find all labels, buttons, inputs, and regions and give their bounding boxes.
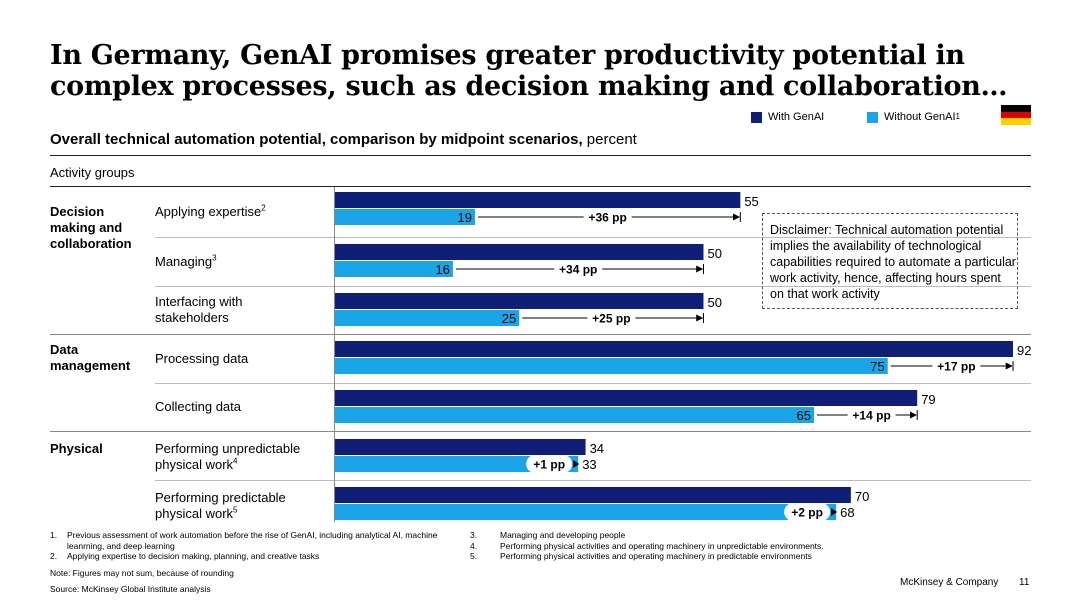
bar-with-genai — [335, 487, 851, 503]
chart-subtitle: Overall technical automation potential, … — [50, 131, 637, 148]
activity-managing: Managing3 — [155, 254, 217, 270]
bar-without-genai — [335, 358, 888, 374]
footnote-number: 3. — [470, 530, 478, 540]
value-label-with: 50 — [707, 246, 721, 261]
difference-label: +2 pp — [791, 506, 823, 520]
activity-predictable-text: Performing predictable physical work — [155, 490, 286, 521]
value-label-with: 92 — [1017, 343, 1031, 358]
footnote-number: 1. — [50, 530, 58, 540]
difference-pill — [583, 208, 632, 226]
legend-swatch-without — [867, 111, 878, 123]
bar-with-genai — [335, 439, 586, 455]
footnote-number: 2. — [50, 551, 58, 561]
header-divider-2 — [50, 186, 1031, 187]
activity-collecting-data: Collecting data — [155, 399, 241, 414]
activity-managing-text: Managing — [155, 254, 213, 269]
legend-with-genai: With GenAI — [751, 111, 824, 123]
difference-pill — [784, 503, 831, 521]
value-label-without: 16 — [435, 262, 449, 277]
bar-with-genai — [335, 244, 704, 260]
subtitle-unit: percent — [582, 131, 637, 148]
group-decision-making: Decision making and collaboration — [50, 204, 132, 251]
legend-without-label: Without GenAI — [884, 111, 956, 123]
activity-groups-header: Activity groups — [50, 165, 135, 180]
footnote-number: 5. — [470, 551, 478, 561]
difference-label: +14 pp — [852, 409, 890, 423]
footnote-text: Performing physical activities and opera… — [500, 551, 812, 561]
activity-unpredictable-physical: Performing unpredictable physical work4 — [155, 441, 320, 473]
difference-pill — [587, 309, 636, 327]
value-label-without: 65 — [797, 408, 811, 423]
activity-managing-footnote: 3 — [212, 253, 217, 263]
difference-label: +1 pp — [533, 458, 565, 472]
difference-label: +17 pp — [937, 360, 975, 374]
bar-without-genai — [335, 209, 476, 225]
legend-with-label: With GenAI — [768, 111, 825, 123]
footnote-text: Performing physical activities and opera… — [500, 540, 824, 551]
footnote-text: Previous assessment of work automation b… — [67, 530, 438, 551]
difference-pill — [932, 357, 981, 375]
value-label-with: 70 — [855, 489, 869, 504]
value-label-without: 25 — [502, 311, 516, 326]
footnote-number: 4. — [470, 540, 478, 551]
footnotes-left: 1. Previous assessment of work automation… — [50, 530, 440, 562]
value-label-with: 50 — [707, 295, 721, 310]
bar-without-genai — [335, 310, 520, 326]
note-text: Note: Figures may not sum, because of ro… — [50, 568, 234, 578]
page-title: In Germany, GenAI promises greater produ… — [50, 40, 1008, 102]
footnotes-right: 3. Managing and developing people 4. Perfo… — [470, 530, 890, 562]
legend-swatch-with — [751, 111, 762, 123]
value-label-without: 33 — [582, 457, 596, 472]
activity-applying-text: Applying expertise — [155, 204, 262, 219]
group-physical: Physical — [50, 441, 103, 456]
header-divider — [50, 155, 1031, 156]
footnote-4: 4. Performing physical activities and ope… — [470, 541, 890, 552]
value-label-with: 79 — [921, 392, 935, 407]
difference-arrowhead — [573, 460, 580, 468]
brand-name: McKinsey & Company — [900, 577, 999, 588]
legend-without-genai: Without GenAI 1 — [867, 111, 960, 123]
bar-without-genai — [335, 261, 453, 277]
activity-predictable-footnote: 5 — [233, 505, 238, 515]
disclaimer-box: Disclaimer: Technical automation potenti… — [762, 213, 1018, 309]
subtitle-bold: Overall technical automation potential, … — [50, 131, 583, 148]
activity-applying-expertise: Applying expertise2 — [155, 204, 266, 220]
difference-label: +34 pp — [559, 263, 597, 277]
group-data-management: Data management — [50, 342, 131, 373]
activity-unpredictable-footnote: 4 — [233, 456, 238, 466]
bar-without-genai — [335, 407, 815, 423]
footnote-text: Managing and developing people — [500, 530, 626, 540]
activity-predictable-physical: Performing predictable physical work5 — [155, 490, 305, 522]
value-label-without: 19 — [458, 210, 472, 225]
activity-processing-data: Processing data — [155, 351, 249, 366]
difference-arrowhead — [831, 508, 838, 516]
bar-without-genai — [335, 456, 579, 472]
difference-pill — [526, 455, 573, 473]
difference-label: +36 pp — [588, 211, 626, 225]
difference-label: +25 pp — [592, 312, 630, 326]
bar-without-genai — [335, 504, 837, 520]
footnote-2: 2. Applying expertise to decision making,… — [50, 551, 440, 562]
activity-interfacing: Interfacing with stakeholders — [155, 294, 243, 325]
activity-unpredictable-text: Performing unpredictable physical work — [155, 441, 301, 472]
footnote-1: 1. Previous assessment of work automation… — [50, 530, 440, 551]
bar-with-genai — [335, 341, 1013, 357]
bar-with-genai — [335, 192, 741, 208]
bar-with-genai — [335, 293, 704, 309]
value-label-with: 34 — [590, 441, 604, 456]
activity-applying-footnote: 2 — [261, 203, 266, 213]
germany-flag-icon — [1001, 105, 1031, 125]
value-label-with: 55 — [744, 194, 758, 209]
bar-with-genai — [335, 390, 918, 406]
value-label-without: 68 — [840, 505, 854, 520]
source-text: Source: McKinsey Global Institute analys… — [50, 584, 211, 594]
difference-pill — [847, 406, 896, 424]
value-label-without: 75 — [870, 359, 884, 374]
footnote-text: Applying expertise to decision making, p… — [67, 551, 320, 561]
page-number: 11 — [1019, 577, 1030, 588]
footnote-5: 5. Performing physical activities and ope… — [470, 551, 890, 562]
footnote-3: 3. Managing and developing people — [470, 530, 890, 541]
difference-pill — [554, 260, 603, 278]
